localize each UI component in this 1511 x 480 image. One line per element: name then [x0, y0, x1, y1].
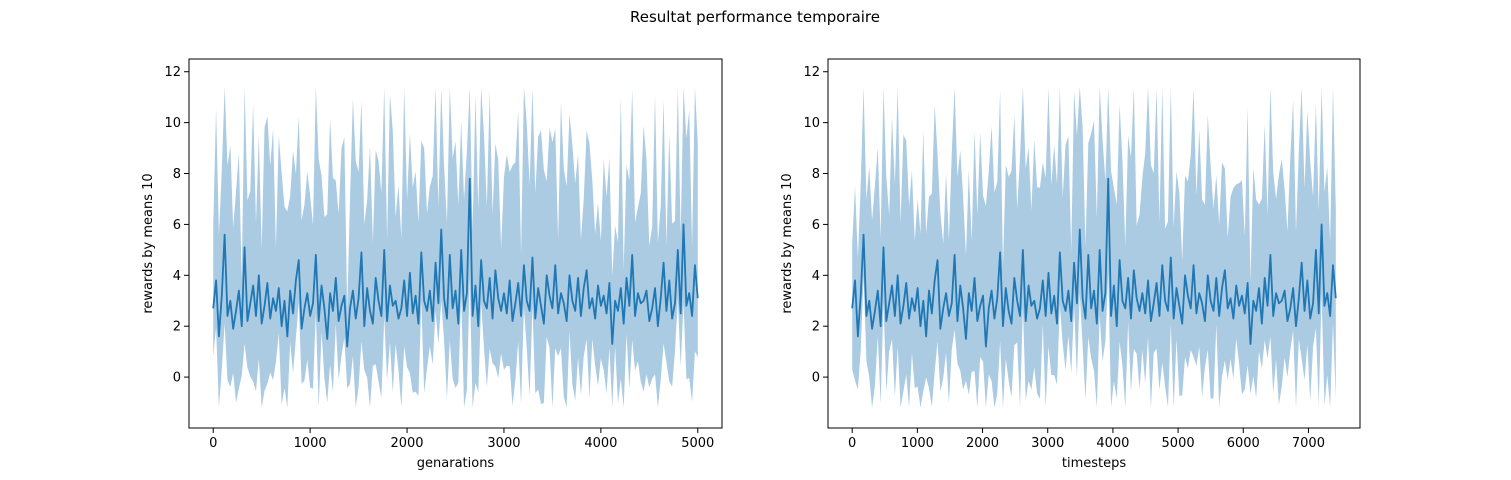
- x-tick-label: 1000: [901, 436, 934, 451]
- y-tick-label: 10: [164, 116, 181, 131]
- ticks-layer: 0 1000 2000 3000 4000 5000 0 2 4 6 8 10 12: [164, 65, 714, 451]
- series-layer: [212, 86, 699, 408]
- x-tick-label: 5000: [681, 436, 714, 451]
- confidence-band: [213, 86, 698, 408]
- figure-suptitle: Resultat performance temporaire: [630, 8, 880, 26]
- y-axis-label: rewards by means 10: [780, 173, 795, 313]
- y-tick-label: 4: [812, 269, 820, 284]
- y-tick-label: 12: [164, 65, 181, 80]
- axes-frame: [188, 58, 723, 429]
- x-tick-label: 2000: [390, 436, 423, 451]
- x-axis-label: timesteps: [1062, 456, 1126, 471]
- axes-frame: [827, 58, 1361, 429]
- chart-left: 0 1000 2000 3000 4000 5000 0 2 4 6 8 10 12 genaratio…: [141, 58, 723, 471]
- x-axis-label: genarations: [417, 456, 495, 471]
- y-tick-label: 0: [173, 371, 181, 386]
- y-tick-label: 2: [173, 320, 181, 335]
- y-tick-label: 8: [173, 167, 181, 182]
- x-tick-label: 4000: [1096, 436, 1129, 451]
- y-tick-label: 2: [812, 320, 820, 335]
- x-tick-label: 0: [209, 436, 217, 451]
- x-tick-label: 3000: [1031, 436, 1064, 451]
- x-tick-label: 6000: [1227, 436, 1260, 451]
- y-tick-label: 4: [173, 269, 181, 284]
- y-axis-label: rewards by means 10: [141, 173, 156, 313]
- x-tick-label: 5000: [1162, 436, 1195, 451]
- x-tick-label: 3000: [487, 436, 520, 451]
- y-tick-label: 10: [803, 116, 820, 131]
- mean-line: [851, 177, 1337, 348]
- y-tick-label: 8: [812, 167, 820, 182]
- ticks-layer: 0 1000 2000 3000 4000 5000 6000 7000 0 2 4 6 8 10 12: [803, 65, 1325, 451]
- x-tick-label: 2000: [966, 436, 999, 451]
- confidence-band: [852, 86, 1336, 408]
- x-tick-label: 4000: [584, 436, 617, 451]
- x-tick-label: 7000: [1292, 436, 1325, 451]
- x-tick-label: 1000: [294, 436, 327, 451]
- y-tick-label: 6: [173, 218, 181, 233]
- mean-line: [212, 177, 699, 348]
- chart-right: 0 1000 2000 3000 4000 5000 6000 7000 0 2 4 6 8 10 12 t…: [780, 58, 1361, 471]
- x-tick-label: 0: [848, 436, 856, 451]
- y-tick-label: 12: [803, 65, 820, 80]
- y-tick-label: 6: [812, 218, 820, 233]
- series-layer: [851, 86, 1337, 408]
- y-tick-label: 0: [812, 371, 820, 386]
